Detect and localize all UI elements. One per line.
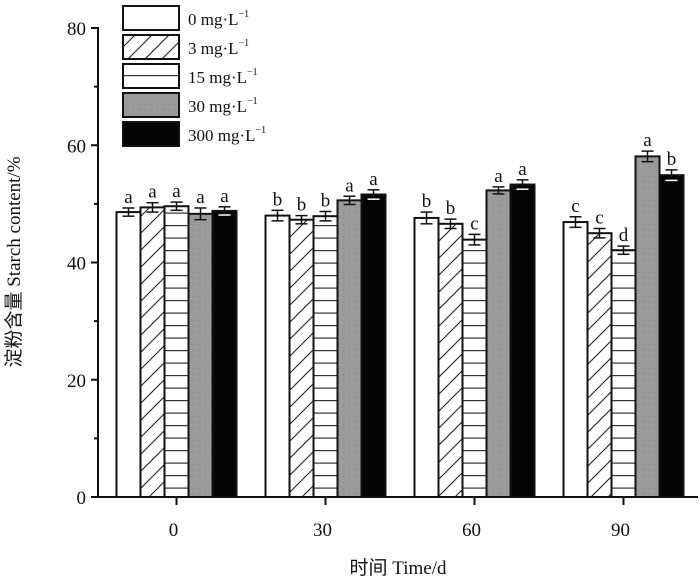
y-ticks: 0 20 40 60 80	[67, 19, 98, 509]
legend-label-text: 3 mg·L	[188, 39, 239, 58]
legend-swatch-black	[122, 121, 180, 147]
bar-diagonal-0	[139, 206, 166, 499]
bar-black-30	[360, 193, 387, 498]
legend-label: 0 mg·L−1	[188, 9, 249, 29]
legend-label-text: 15 mg·L	[188, 68, 247, 87]
x-tick-label: 30	[313, 520, 332, 541]
legend-label: 300 mg·L−1	[188, 125, 266, 145]
legend-item: 300 mg·L−1	[122, 121, 266, 147]
significance-label: a	[494, 166, 503, 187]
legend-swatch-white	[122, 5, 180, 31]
significance-label: b	[422, 191, 432, 212]
x-tick-label: 0	[169, 520, 179, 541]
bar-horizontal-60	[461, 238, 488, 498]
bar-white-60	[413, 216, 440, 498]
axes: 0 20 40 60 80 0 30 60 90	[67, 19, 698, 541]
legend-label: 3 mg·L−1	[188, 38, 249, 58]
bar-horizontal-30	[312, 215, 339, 498]
legend-label-superscript: −1	[247, 96, 258, 107]
legend-label-text: 300 mg·L	[188, 126, 256, 145]
legend-swatch-horizontal	[122, 63, 180, 89]
legend-label-superscript: −1	[239, 38, 250, 49]
x-axis-title: 时间 Time/d	[350, 557, 447, 579]
bar-diagonal-30	[288, 218, 315, 499]
y-tick-label: 20	[67, 371, 86, 392]
bar-black-0	[211, 209, 238, 498]
bar-gray-0	[187, 212, 214, 498]
bar-white-90	[562, 221, 589, 499]
bar-diagonal-60	[437, 222, 464, 498]
legend-item: 30 mg·L−1	[122, 92, 258, 118]
bar-gray-30	[336, 199, 363, 498]
y-tick-label: 80	[67, 19, 86, 40]
legend-label-superscript: −1	[256, 125, 267, 136]
significance-label: a	[124, 187, 133, 208]
significance-label: a	[369, 169, 378, 190]
significance-label: b	[667, 149, 677, 170]
significance-label: b	[297, 195, 307, 216]
legend-swatch-gray	[122, 92, 180, 118]
x-ticks: 0 30 60 90	[169, 497, 630, 541]
legend-item: 3 mg·L−1	[122, 34, 249, 60]
bar-horizontal-0	[163, 205, 190, 498]
significance-label: c	[571, 196, 579, 217]
legend-item: 0 mg·L−1	[122, 5, 249, 31]
bar-gray-90	[634, 155, 661, 498]
bar-black-90	[658, 174, 685, 498]
y-tick-label: 0	[77, 488, 87, 509]
significance-label: b	[446, 198, 456, 219]
error-bars-layer	[122, 150, 678, 256]
x-tick-label: 90	[611, 520, 630, 541]
bar-white-0	[115, 211, 142, 499]
x-tick-label: 60	[462, 520, 481, 541]
significance-label: a	[345, 175, 354, 196]
bar-black-60	[509, 183, 536, 498]
legend-swatch-diagonal	[122, 34, 180, 60]
significance-label: a	[148, 182, 157, 203]
legend-label-superscript: −1	[247, 67, 258, 78]
bar-diagonal-90	[586, 232, 613, 498]
significance-label: b	[321, 190, 331, 211]
significance-label: b	[273, 189, 283, 210]
legend-label-text: 0 mg·L	[188, 10, 239, 29]
significance-label: d	[619, 225, 629, 246]
significance-label: c	[595, 207, 603, 228]
bar-white-30	[264, 214, 291, 498]
significance-label: a	[196, 187, 205, 208]
y-tick-label: 40	[67, 254, 86, 275]
bar-horizontal-90	[610, 249, 637, 498]
legend-label: 30 mg·L−1	[188, 96, 258, 116]
legend-item: 15 mg·L−1	[122, 63, 258, 89]
significance-label: c	[470, 213, 478, 234]
significance-label: a	[172, 181, 181, 202]
legend-label-superscript: −1	[239, 9, 250, 20]
significance-label: a	[643, 130, 652, 151]
legend-label: 15 mg·L−1	[188, 67, 258, 87]
y-tick-label: 60	[67, 136, 86, 157]
bar-gray-60	[485, 189, 512, 499]
significance-label: a	[518, 159, 527, 180]
legend-label-text: 30 mg·L	[188, 97, 247, 116]
y-axis-title: 淀粉含量 Starch content/%	[3, 156, 25, 367]
significance-label: a	[220, 186, 229, 207]
